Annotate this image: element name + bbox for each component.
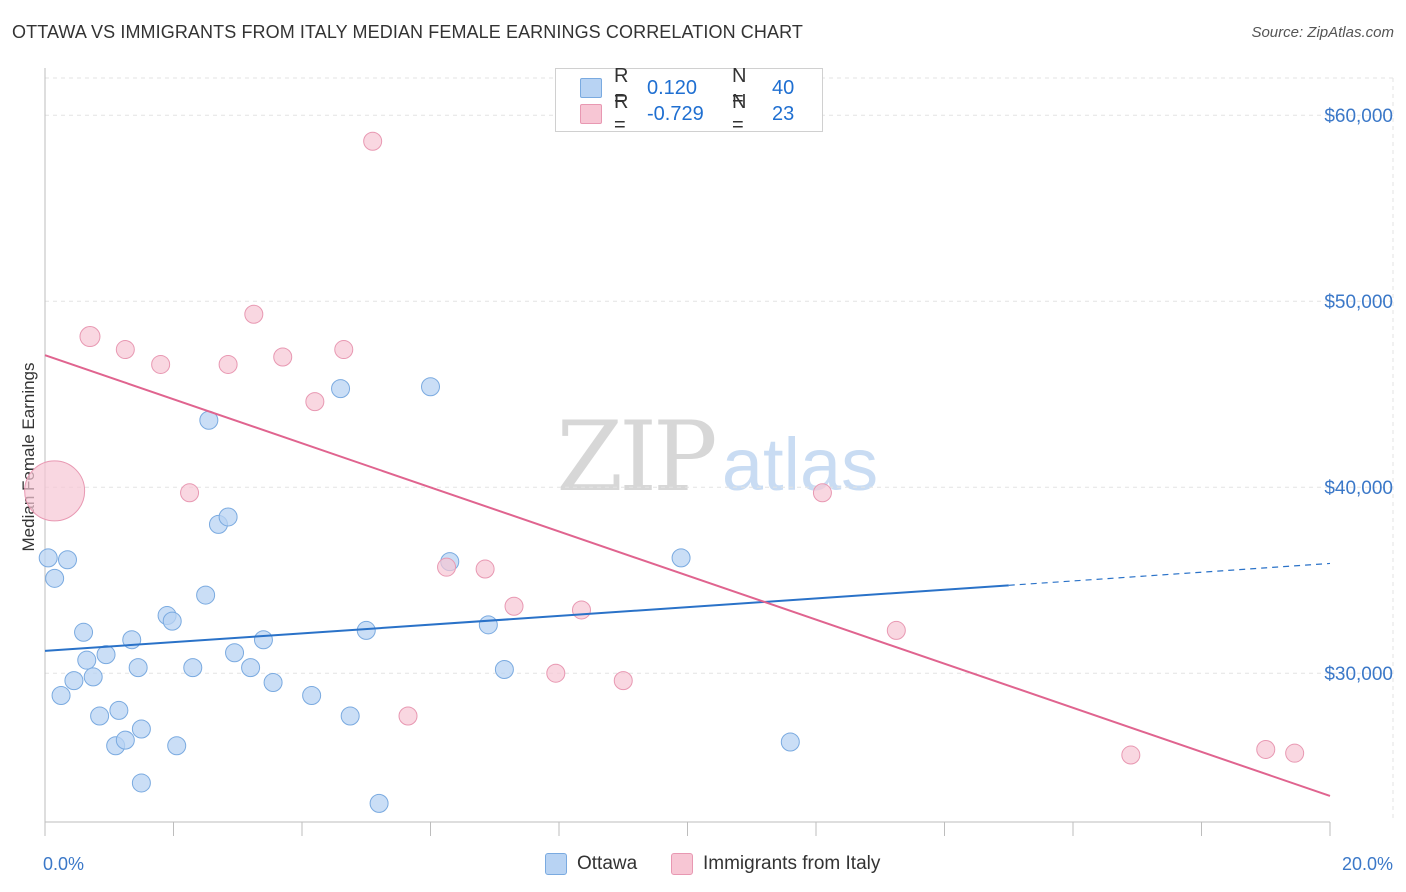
- chart-title: OTTAWA VS IMMIGRANTS FROM ITALY MEDIAN F…: [12, 22, 803, 42]
- ottawa-point: [38, 548, 58, 568]
- italy-point: [151, 354, 171, 374]
- legend-item-ottawa: Ottawa: [545, 852, 637, 876]
- italy-point: [504, 596, 524, 616]
- ottawa-point: [263, 673, 283, 692]
- italy-point: [437, 557, 457, 577]
- r-value: 0.120: [647, 76, 698, 99]
- ottawa-legend-swatch: [545, 853, 567, 875]
- italy-point: [571, 600, 591, 620]
- italy-trend-line: [44, 354, 1331, 797]
- y-tick-label: $40,000: [1324, 478, 1393, 499]
- ottawa-point: [131, 773, 151, 793]
- ottawa-point: [51, 686, 71, 706]
- italy-point: [305, 392, 325, 412]
- ottawa-point: [57, 550, 77, 570]
- italy-point: [886, 620, 906, 640]
- italy-point: [1285, 743, 1305, 763]
- n-value: 40: [772, 76, 795, 99]
- ottawa-point: [109, 700, 129, 720]
- italy-point: [398, 706, 418, 726]
- ottawa-point: [478, 615, 498, 635]
- r-label: R =: [614, 91, 629, 136]
- n-label: N =: [732, 65, 747, 110]
- ottawa-point: [340, 706, 360, 726]
- italy-point: [1256, 739, 1276, 759]
- ottawa-point: [115, 730, 135, 750]
- ottawa-trend-line: [44, 584, 1009, 652]
- ottawa-point: [128, 658, 148, 678]
- ottawa-point: [64, 671, 84, 691]
- italy-point: [218, 354, 238, 374]
- ottawa-trend-extension: [1008, 562, 1331, 586]
- x-tick-label-max: 20.0%: [1342, 854, 1393, 874]
- watermark-zip: ZIP: [556, 401, 715, 513]
- italy-point: [546, 663, 566, 683]
- ottawa-point: [96, 645, 116, 665]
- italy-legend-swatch: [671, 853, 693, 875]
- y-tick-label: $30,000: [1324, 664, 1393, 685]
- correlation-legend: R = 0.120 N = 40 R = -0.729 N = 23: [555, 65, 823, 136]
- ottawa-point: [331, 379, 351, 399]
- ottawa-point: [780, 732, 800, 752]
- legend-item-italy: Immigrants from Italy: [671, 852, 880, 876]
- italy-point: [24, 460, 86, 522]
- italy-point: [244, 304, 264, 324]
- source-label: Source: ZipAtlas.com: [1251, 24, 1394, 41]
- italy-point: [1121, 745, 1141, 765]
- italy-point: [613, 671, 633, 691]
- italy-point: [812, 483, 832, 503]
- ottawa-point: [196, 585, 216, 605]
- ottawa-point: [74, 622, 94, 642]
- italy-point: [363, 131, 383, 151]
- ottawa-point: [45, 568, 65, 588]
- r-value: -0.729: [647, 102, 704, 125]
- italy-swatch: [580, 104, 602, 124]
- x-tick-label-min: 0.0%: [43, 854, 84, 874]
- y-tick-label: $60,000: [1324, 106, 1393, 127]
- n-label: N =: [732, 91, 747, 136]
- italy-point: [334, 340, 354, 360]
- ottawa-point: [218, 507, 238, 527]
- italy-legend-label: Immigrants from Italy: [703, 853, 881, 874]
- ottawa-point: [77, 650, 97, 670]
- ottawa-point: [167, 736, 187, 756]
- r-label: R =: [614, 65, 629, 110]
- ottawa-point: [421, 377, 440, 397]
- ottawa-swatch: [580, 78, 602, 98]
- ottawa-point: [253, 630, 273, 650]
- ottawa-point: [90, 706, 110, 726]
- ottawa-point: [494, 659, 514, 679]
- ottawa-point: [162, 611, 182, 631]
- italy-point: [475, 559, 495, 579]
- ottawa-point: [671, 548, 691, 568]
- italy-point: [180, 483, 200, 503]
- ottawa-point: [302, 686, 322, 706]
- ottawa-point: [241, 658, 261, 678]
- italy-point: [79, 326, 101, 348]
- ottawa-point: [369, 793, 389, 813]
- ottawa-point: [183, 658, 203, 678]
- ottawa-point: [225, 643, 245, 663]
- ottawa-point: [83, 667, 103, 687]
- ottawa-legend-label: Ottawa: [577, 853, 638, 874]
- italy-point: [273, 347, 293, 367]
- ottawa-point: [131, 719, 151, 739]
- watermark-atlas: atlas: [722, 423, 878, 506]
- n-value: 23: [772, 102, 795, 125]
- italy-point: [115, 340, 135, 360]
- y-tick-label: $50,000: [1324, 292, 1393, 313]
- y-axis-label: Median Female Earnings: [19, 363, 38, 552]
